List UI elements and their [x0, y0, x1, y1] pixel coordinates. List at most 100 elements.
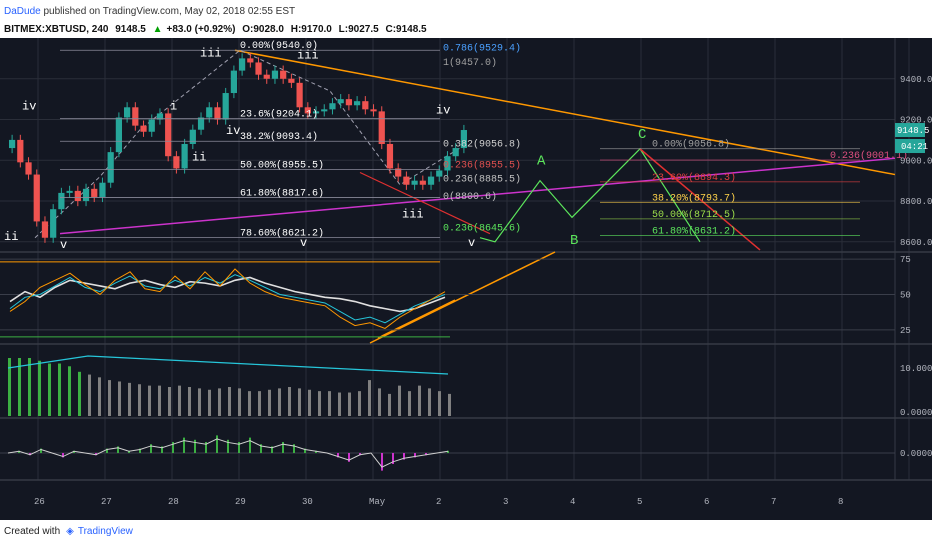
volume-bar [388, 393, 391, 416]
wave-label: B [570, 233, 578, 249]
support-channel-line [59, 157, 896, 235]
candle-body [132, 107, 139, 126]
candle-body [452, 148, 459, 157]
open-value: O:9028.0 [242, 24, 284, 35]
osc-series-line [9, 268, 446, 329]
volume-bar [368, 380, 371, 416]
drawings [34, 49, 896, 344]
volume-bar [138, 384, 141, 416]
fib-label-right: 23.60%(8894.3) [652, 172, 736, 184]
candle-body [115, 117, 122, 153]
wave-label: ii [4, 230, 18, 244]
date-tick: 5 [637, 497, 642, 507]
fib-label-mid: 0.382(9056.8) [443, 139, 521, 151]
volume-bar [308, 389, 311, 416]
date-tick: 29 [235, 497, 246, 507]
candle-body [99, 182, 106, 197]
candle-body [329, 103, 336, 110]
chart-canvas[interactable]: 0.00%(9540.0) 23.6%(9204.1) 38.2%(9093.4) 5… [0, 38, 932, 520]
price-tick: 8800.0 [900, 197, 932, 207]
volume-bar [158, 385, 161, 416]
fib-label-mid: 0.236(8955.5) [443, 159, 521, 171]
candle-body [107, 152, 114, 183]
time-axis[interactable]: 26 27 28 29 30 May 2 3 4 5 6 7 8 [34, 497, 843, 507]
candle-body [321, 109, 328, 112]
last-price-badge-text: 9148.5 [897, 126, 929, 136]
price-tick: 8600.0 [900, 238, 932, 248]
author-link[interactable]: DaDude [4, 6, 41, 17]
close-value: C:9148.5 [385, 24, 427, 35]
countdown-badge [895, 139, 925, 154]
projected-decline [639, 148, 761, 251]
volume-tick: 10.0000 [900, 364, 932, 374]
date-tick: 4 [570, 497, 575, 507]
wave-label: v [468, 236, 475, 250]
fib-label-mid: 0.236(8885.5) [443, 174, 521, 186]
candle-body [247, 58, 254, 63]
volume-bar [418, 385, 421, 416]
wave-label: i [170, 99, 177, 113]
candle-body [181, 143, 188, 169]
candle-body [403, 176, 410, 185]
volume-bar [48, 363, 51, 416]
volume-bar [398, 385, 401, 416]
candle-body [296, 82, 303, 108]
volume-bar [28, 358, 31, 416]
tradingview-link[interactable]: TradingView [77, 526, 133, 537]
volume-bar [88, 374, 91, 416]
date-tick: 30 [302, 497, 313, 507]
fib-label: 61.80%(8817.6) [240, 187, 324, 199]
candle-body [386, 143, 394, 169]
last-price: 9148.5 [115, 24, 146, 35]
pane-separators [0, 38, 932, 481]
price-change: +83.0 (+0.92%) [166, 24, 236, 35]
candle-body [255, 62, 262, 75]
wave-label: iii [297, 48, 319, 62]
candle-body [74, 190, 81, 202]
fib-label: 38.2%(9093.4) [240, 131, 318, 143]
osc-tick: 75 [900, 255, 911, 265]
wave-label: iv [226, 124, 240, 138]
candle-body [263, 74, 270, 79]
publish-text: published on TradingView.com, May 02, 20… [43, 6, 296, 17]
candle-body [25, 162, 32, 175]
volume-bar [128, 382, 131, 416]
wave-label: A [537, 153, 546, 169]
candle-body [156, 113, 164, 120]
fib-label: 50.00%(8955.5) [240, 159, 324, 171]
date-tick: 27 [101, 497, 112, 507]
volume-bar [278, 388, 281, 416]
candle-body [304, 107, 311, 114]
momentum-line [7, 438, 449, 468]
volume-bar [448, 393, 451, 416]
publish-info: DaDude published on TradingView.com, May… [4, 6, 295, 17]
volume-bar [428, 388, 431, 416]
price-axis[interactable]: 9400.0 9200.0 9000.0 8800.0 8600.0 9148.5 04:2… [895, 75, 932, 248]
wave-label: C [638, 127, 646, 143]
osc-tick: 25 [900, 326, 911, 336]
candles [9, 53, 467, 243]
fib-label-right: 0.236(9001.1) [830, 150, 908, 162]
descending-trendline [234, 49, 896, 176]
volume-bar [98, 377, 101, 416]
fib-labels: 0.00%(9540.0) 23.6%(9204.1) 38.2%(9093.4) 5… [60, 40, 908, 239]
chart-background [0, 38, 932, 520]
symbol-label: BITMEX:XBTUSD, 240 [4, 24, 109, 35]
candle-body [214, 107, 221, 120]
candle-body [33, 174, 40, 222]
wave-label: ii [192, 150, 206, 164]
candle-body [362, 101, 369, 110]
candle-body [395, 168, 402, 177]
candle-body [436, 170, 443, 177]
fib-label: 0.00%(9540.0) [240, 40, 318, 52]
volume-bar [268, 389, 271, 416]
osc-series-line [9, 274, 446, 324]
candle-body [140, 125, 147, 132]
candle-body [91, 188, 98, 197]
fib-label: 78.60%(8621.2) [240, 227, 324, 239]
candle-body [378, 111, 385, 144]
candle-body [354, 101, 361, 106]
low-value: L:9027.5 [338, 24, 379, 35]
candle-body [444, 156, 451, 171]
date-tick: 2 [436, 497, 441, 507]
